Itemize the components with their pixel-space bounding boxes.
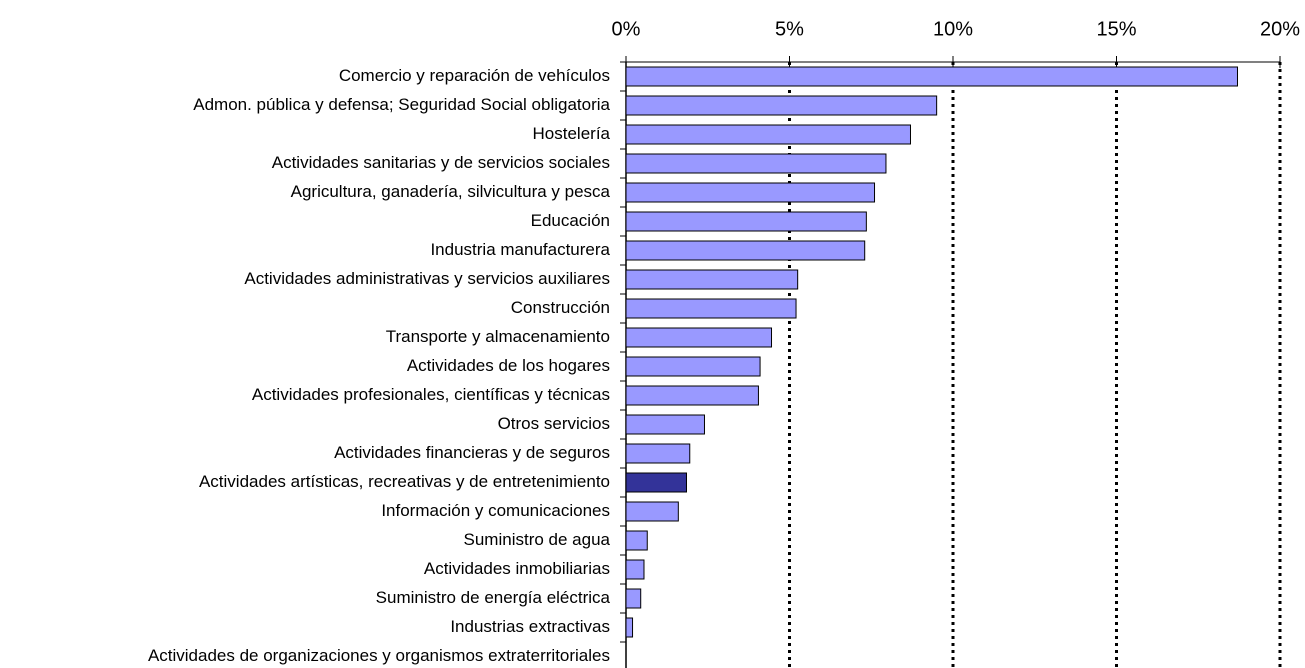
bar: [625, 327, 773, 348]
bar: [625, 385, 759, 406]
bar: [625, 414, 705, 435]
bar: [625, 95, 938, 116]
bar: [625, 211, 867, 232]
bar: [625, 356, 761, 377]
x-tick-label: 0%: [612, 18, 641, 40]
y-tick-label: Comercio y reparación de vehículos: [339, 66, 610, 85]
y-tick-label: Suministro de agua: [464, 530, 611, 549]
y-tick-label: Agricultura, ganadería, silvicultura y p…: [291, 182, 611, 201]
bar: [625, 182, 876, 203]
x-tick-label: 10%: [933, 18, 973, 40]
y-tick-label: Actividades inmobiliarias: [424, 559, 610, 578]
y-tick-label: Hostelería: [533, 124, 611, 143]
bar: [625, 66, 1238, 87]
y-tick-label: Actividades artísticas, recreativas y de…: [199, 472, 610, 491]
bar: [625, 443, 691, 464]
y-tick-label: Actividades profesionales, científicas y…: [252, 385, 610, 404]
x-tick-label: 15%: [1096, 18, 1136, 40]
bar: [625, 617, 634, 638]
bar: [625, 240, 866, 261]
y-tick-label: Actividades de organizaciones y organism…: [148, 646, 610, 665]
y-tick-label: Construcción: [511, 298, 610, 317]
y-tick-label: Industria manufacturera: [430, 240, 610, 259]
y-tick-label: Actividades financieras y de seguros: [334, 443, 610, 462]
y-tick-label: Actividades sanitarias y de servicios so…: [272, 153, 610, 172]
bar: [625, 298, 797, 319]
bar: [625, 269, 799, 290]
x-tick-label: 20%: [1260, 18, 1300, 40]
y-tick-label: Información y comunicaciones: [381, 501, 610, 520]
y-tick-label: Admon. pública y defensa; Seguridad Soci…: [193, 95, 610, 114]
bar: [625, 559, 645, 580]
y-tick-label: Transporte y almacenamiento: [386, 327, 610, 346]
y-tick-label: Educación: [531, 211, 610, 230]
y-tick-label: Suministro de energía eléctrica: [376, 588, 611, 607]
bar: [625, 530, 648, 551]
x-tick-label: 5%: [775, 18, 804, 40]
bar: [625, 472, 687, 493]
bar: [625, 124, 911, 145]
y-tick-label: Actividades administrativas y servicios …: [244, 269, 610, 288]
y-tick-label: Industrias extractivas: [450, 617, 610, 636]
y-tick-label: Actividades de los hogares: [407, 356, 610, 375]
y-tick-label: Otros servicios: [498, 414, 610, 433]
bar: [625, 153, 887, 174]
bar: [625, 588, 642, 609]
bar: [625, 501, 679, 522]
